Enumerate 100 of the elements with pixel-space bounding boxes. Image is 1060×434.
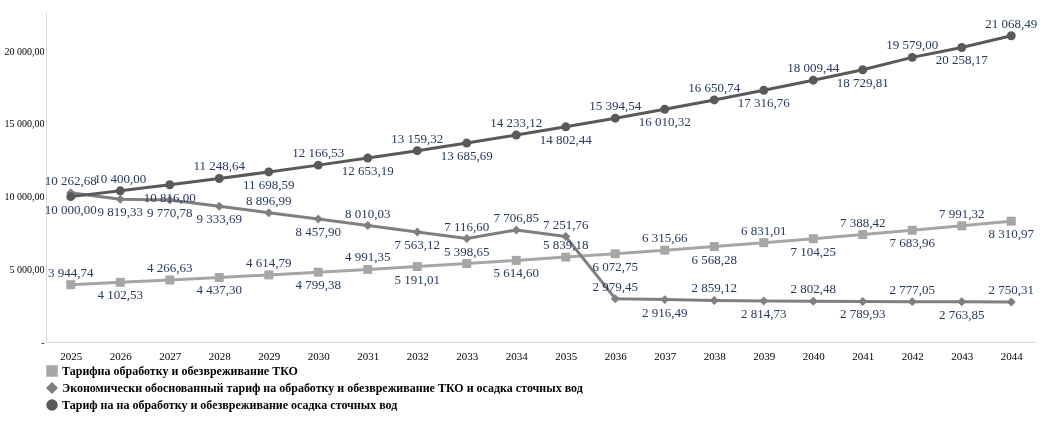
data-label: 13 685,69 xyxy=(440,148,493,164)
data-label: 2 750,31 xyxy=(988,282,1034,298)
data-label: 5 614,60 xyxy=(493,265,539,281)
point xyxy=(660,245,670,255)
point xyxy=(115,186,125,196)
x-tick-label: 2041 xyxy=(852,349,875,362)
point xyxy=(561,252,571,262)
data-label: 7 388,42 xyxy=(840,214,886,230)
data-label: 2 777,05 xyxy=(889,281,935,297)
data-label: 4 437,30 xyxy=(196,282,242,298)
x-tick-label: 2028 xyxy=(208,349,232,362)
data-label: 2 859,12 xyxy=(691,280,737,296)
y-tick-label: 20 000,00 xyxy=(4,45,45,57)
point xyxy=(313,160,323,170)
point xyxy=(66,192,76,202)
data-label: 8 457,90 xyxy=(295,224,341,240)
data-label: 16 010,32 xyxy=(638,114,691,130)
data-label: 7 991,32 xyxy=(939,205,985,221)
point xyxy=(709,242,719,251)
legend-label: Тариф на на обработку и обезвреживание осадка сточных вод xyxy=(62,398,398,412)
x-tick-label: 2038 xyxy=(703,349,727,362)
x-tick-label: 2043 xyxy=(951,349,974,362)
x-tick-label: 2033 xyxy=(456,349,479,362)
data-label: 10 000,00 xyxy=(44,201,97,217)
data-label: 2 789,93 xyxy=(840,306,886,322)
point xyxy=(165,180,175,190)
data-label: 12 166,53 xyxy=(292,145,345,161)
point xyxy=(808,75,818,85)
point xyxy=(858,230,868,240)
legend-label: Тарифна обработку и обезвреживание ТКО xyxy=(62,364,298,378)
x-tick-label: 2044 xyxy=(1000,349,1024,362)
data-label: 6 568,28 xyxy=(691,251,737,267)
data-label: 6 072,75 xyxy=(592,258,638,274)
data-label: 21 068,49 xyxy=(985,15,1038,31)
x-tick-label: 2040 xyxy=(802,349,826,362)
x-tick-label: 2036 xyxy=(604,349,628,362)
point xyxy=(808,234,818,244)
data-label: 4 799,38 xyxy=(295,277,341,293)
x-tick-label: 2025 xyxy=(60,349,83,362)
data-label: 9 333,69 xyxy=(196,211,242,227)
point xyxy=(759,238,769,248)
point xyxy=(610,294,620,304)
point xyxy=(363,153,373,163)
x-tick-label: 2027 xyxy=(159,349,182,362)
data-label: 6 315,66 xyxy=(642,230,688,246)
data-label: 8 010,03 xyxy=(345,205,391,221)
data-label: 7 563,12 xyxy=(394,237,440,253)
point xyxy=(610,249,620,259)
point xyxy=(511,130,521,140)
data-label: 12 653,19 xyxy=(341,163,394,179)
data-label: 19 579,00 xyxy=(886,37,939,53)
point xyxy=(214,174,224,183)
data-label: 8 310,97 xyxy=(988,226,1035,242)
x-tick-label: 2034 xyxy=(505,349,529,362)
data-label: 15 394,54 xyxy=(589,98,642,114)
point xyxy=(363,264,373,274)
point xyxy=(412,146,422,156)
data-label: 4 102,53 xyxy=(97,287,143,303)
point xyxy=(66,280,76,290)
data-label: 7 116,60 xyxy=(444,218,490,234)
point xyxy=(214,201,224,211)
data-label: 14 802,44 xyxy=(539,131,593,147)
data-label: 4 991,35 xyxy=(345,249,391,265)
data-label: 20 258,17 xyxy=(935,52,989,68)
point xyxy=(214,273,224,282)
point xyxy=(858,65,868,75)
point xyxy=(462,138,472,148)
data-label: 3 944,74 xyxy=(48,264,94,280)
data-label: 2 802,48 xyxy=(790,281,836,297)
x-tick-label: 2035 xyxy=(555,349,578,362)
data-label: 7 104,25 xyxy=(790,243,836,259)
data-label: 7 683,96 xyxy=(889,235,936,251)
point xyxy=(462,259,472,268)
point xyxy=(907,225,917,235)
point xyxy=(1006,216,1016,226)
x-tick-label: 2030 xyxy=(307,349,331,362)
point xyxy=(462,234,472,244)
data-label: 2 763,85 xyxy=(939,306,985,322)
y-tick-label: 10 000,00 xyxy=(4,191,45,203)
y-tick-label: 15 000,00 xyxy=(4,118,45,130)
point xyxy=(313,267,323,277)
data-label: 18 009,44 xyxy=(787,60,840,76)
point xyxy=(264,208,274,218)
x-tick-label: 2032 xyxy=(406,349,429,362)
y-tick-label: 5 000,00 xyxy=(9,263,45,275)
data-label: 13 159,32 xyxy=(391,130,444,146)
x-tick-label: 2039 xyxy=(753,349,776,362)
point xyxy=(759,85,769,95)
point xyxy=(660,104,670,114)
data-label: 9 819,33 xyxy=(97,204,143,220)
point xyxy=(610,113,620,123)
data-label: 11 698,59 xyxy=(242,176,295,192)
data-label: 7 251,76 xyxy=(543,216,589,232)
data-label: 5 191,01 xyxy=(394,271,440,287)
point xyxy=(709,95,719,105)
x-tick-label: 2026 xyxy=(109,349,133,362)
data-label: 6 831,01 xyxy=(741,222,787,238)
point xyxy=(115,277,125,287)
data-label: 8 896,99 xyxy=(246,192,292,208)
x-tick-label: 2042 xyxy=(901,349,924,362)
